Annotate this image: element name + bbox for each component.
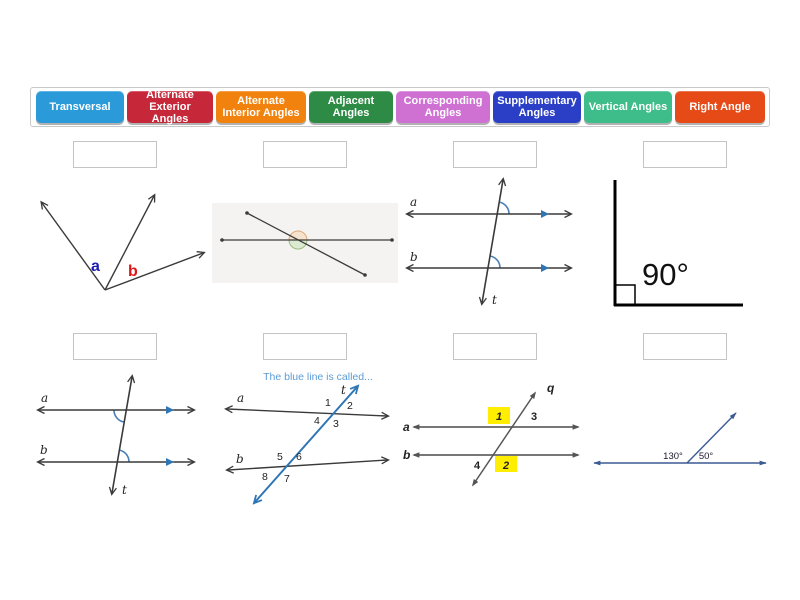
ray-line — [686, 412, 737, 464]
line-b — [225, 456, 390, 474]
alternate-interior-angles-diagram: a b t — [36, 374, 196, 497]
parallel-mark-b — [541, 264, 549, 272]
line-end-dot — [363, 273, 367, 277]
answer-slot[interactable] — [73, 333, 157, 360]
chip-corresponding-angles[interactable]: Corresponding Angles — [396, 91, 490, 123]
answer-slot[interactable] — [263, 333, 347, 360]
angle-6: 6 — [296, 451, 302, 463]
angle-4: 4 — [314, 415, 320, 427]
card-supplementary-angles: 130° 50° — [590, 332, 780, 522]
parallel-mark-b — [166, 458, 174, 466]
adjacent-angles-diagram: a b — [40, 193, 206, 291]
transversal-label: q — [547, 381, 555, 395]
line-b-label: b — [40, 443, 48, 457]
card-adjacent-angles: a b — [20, 140, 210, 330]
card-transversal: The blue line is called... a b t 1 2 4 3… — [210, 332, 400, 522]
angle-2: 2 — [502, 460, 509, 472]
transversal-line — [478, 177, 507, 306]
angle-arc-bottom — [489, 255, 501, 269]
parallel-mark-a — [541, 210, 549, 218]
answer-slot[interactable] — [643, 141, 727, 168]
chip-label: Alternate Exterior Angles — [146, 88, 194, 126]
chip-label: Alternate Interior Angles — [222, 94, 300, 119]
transversal-line — [471, 391, 537, 487]
angle-3: 3 — [333, 418, 339, 430]
vertical-angles-diagram — [212, 203, 398, 283]
chip-right-angle[interactable]: Right Angle — [675, 91, 765, 123]
angle-3: 3 — [531, 411, 537, 423]
angle-arc-bottom — [118, 449, 130, 463]
line-a-label: a — [237, 391, 244, 405]
corresponding-angles-diagram: a b t — [405, 177, 573, 307]
left-angle-label: 130° — [663, 451, 683, 462]
angle-b-label: b — [128, 263, 138, 280]
answer-slot[interactable] — [453, 141, 537, 168]
angle-7: 7 — [284, 473, 290, 485]
right-angle-square-mark — [614, 284, 636, 306]
chip-label: Right Angle — [689, 100, 751, 113]
angle-arc-top — [498, 201, 510, 215]
diagonal-line — [246, 212, 366, 276]
line-end-dot — [390, 238, 394, 242]
caption-text: The blue line is called... — [263, 371, 373, 383]
chip-adjacent-angles[interactable]: Adjacent Angles — [309, 91, 393, 123]
ray-up-right — [104, 193, 156, 291]
right-angle-diagram: 90° — [613, 180, 743, 307]
card-corresponding-angles: a b t — [400, 140, 590, 330]
transversal-label: t — [341, 383, 346, 397]
alternate-exterior-angles-diagram: q a b 1 3 4 2 — [403, 381, 580, 487]
parallel-mark-a — [166, 406, 174, 414]
angle-1: 1 — [325, 397, 331, 409]
line-a-label: a — [410, 195, 417, 209]
line-b-label: b — [236, 452, 244, 466]
answer-slot[interactable] — [643, 333, 727, 360]
angle-5: 5 — [277, 451, 283, 463]
chip-label: Corresponding Angles — [403, 94, 483, 119]
chip-supplementary-angles[interactable]: Supplementary Angles — [493, 91, 581, 123]
transversal-label: t — [122, 483, 127, 497]
angle-4: 4 — [474, 460, 481, 472]
angle-a-label: a — [91, 258, 100, 275]
chip-transversal[interactable]: Transversal — [36, 91, 124, 123]
line-b-label: b — [403, 448, 410, 462]
ray-right — [104, 251, 206, 291]
ray-up-left — [40, 200, 106, 291]
line-a-label: a — [41, 391, 48, 405]
line-end-dot — [245, 211, 249, 215]
chip-label: Supplementary Angles — [497, 94, 577, 119]
angle-1: 1 — [496, 411, 502, 423]
answer-slot[interactable] — [263, 141, 347, 168]
supplementary-angles-diagram: 130° 50° — [593, 412, 767, 466]
card-alternate-exterior-angles: q a b 1 3 4 2 — [400, 332, 590, 522]
word-bank: Transversal Alternate Exterior Angles Al… — [30, 87, 770, 127]
angle-arc-top — [113, 409, 125, 423]
line-end-dot — [220, 238, 224, 242]
line-a-label: a — [403, 420, 410, 434]
answer-slot[interactable] — [453, 333, 537, 360]
angle-2: 2 — [347, 400, 353, 412]
answer-slot[interactable] — [73, 141, 157, 168]
card-right-angle: 90° — [590, 140, 780, 330]
chip-alternate-interior-angles[interactable]: Alternate Interior Angles — [216, 91, 306, 123]
transversal-line — [108, 374, 136, 496]
card-vertical-angles — [210, 140, 400, 330]
angle-8: 8 — [262, 471, 268, 483]
line-b-label: b — [410, 250, 418, 264]
transversal-diagram: The blue line is called... a b t 1 2 4 3… — [224, 371, 390, 518]
chip-label: Adjacent Angles — [327, 94, 375, 119]
chip-alternate-exterior-angles[interactable]: Alternate Exterior Angles — [127, 88, 213, 126]
chip-vertical-angles[interactable]: Vertical Angles — [584, 91, 672, 123]
chip-label: Vertical Angles — [588, 100, 668, 113]
degrees-label: 90° — [642, 257, 689, 292]
transversal-label: t — [492, 293, 497, 307]
line-a — [224, 405, 390, 420]
blue-transversal-line — [255, 387, 357, 502]
card-alternate-interior-angles: a b t — [20, 332, 210, 522]
chip-label: Transversal — [49, 100, 111, 113]
right-angle-label: 50° — [699, 451, 714, 462]
